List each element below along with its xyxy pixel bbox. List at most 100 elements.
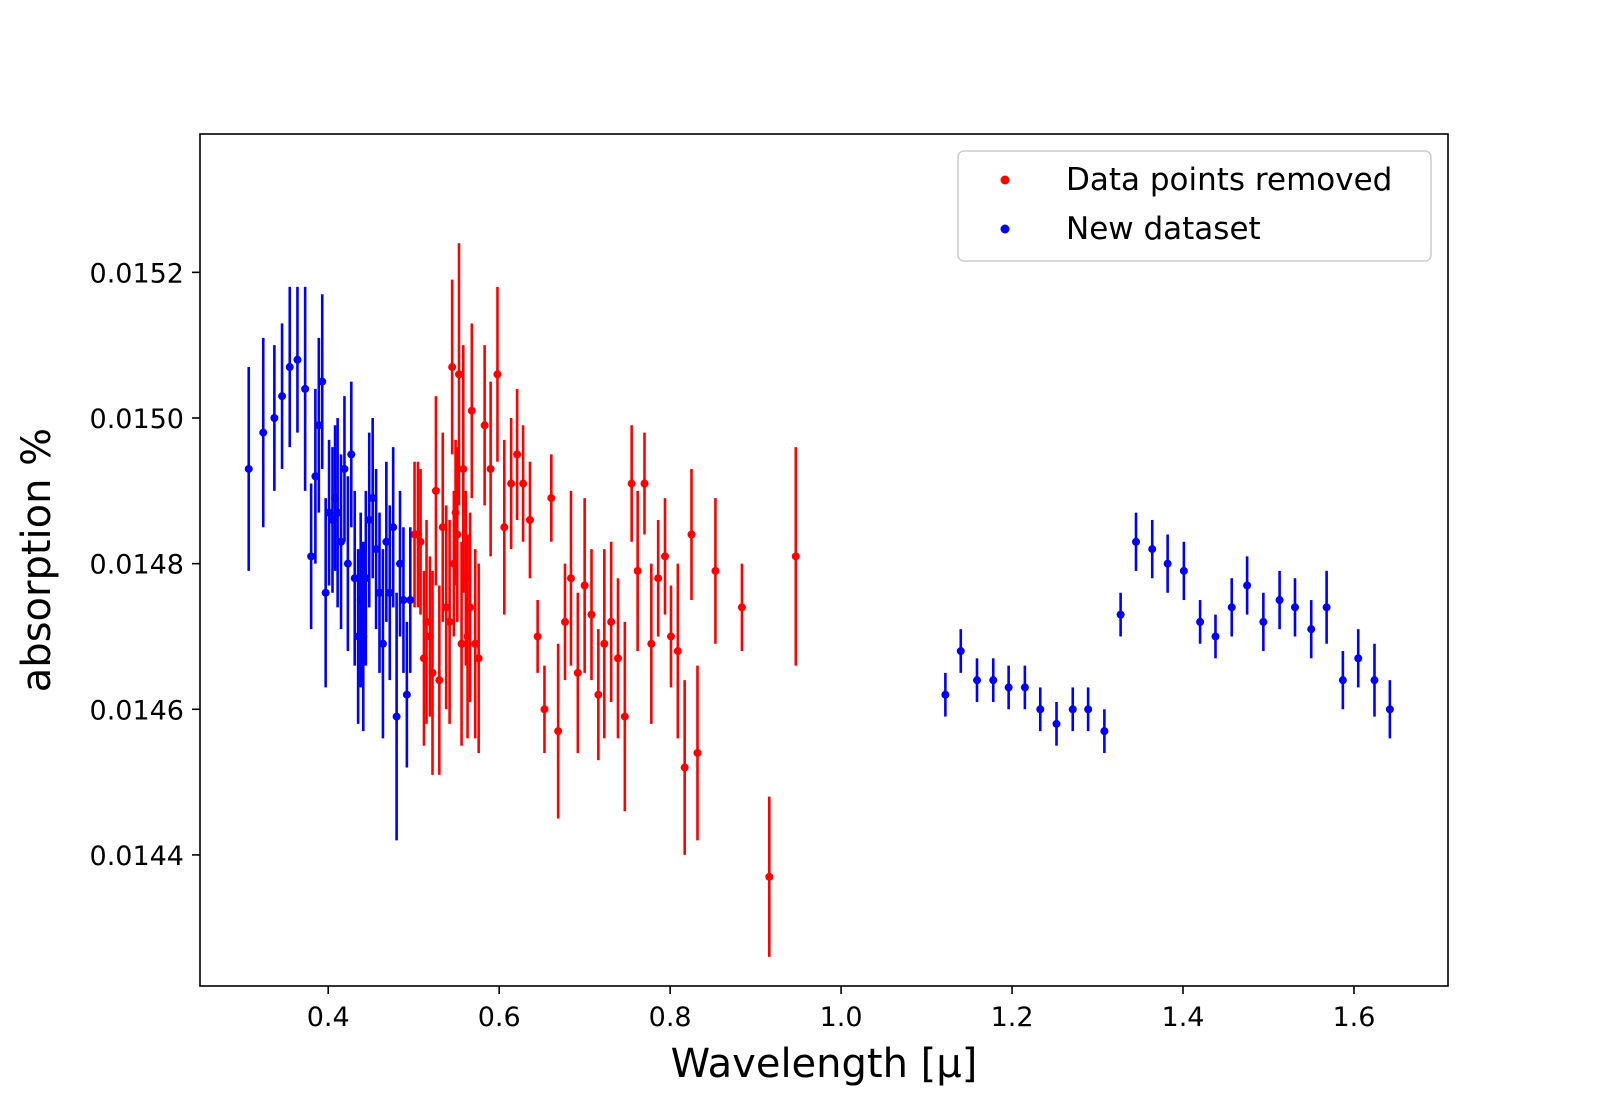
data-point xyxy=(1196,617,1205,626)
data-point xyxy=(594,690,603,699)
data-point xyxy=(607,617,616,626)
data-point xyxy=(587,610,596,619)
data-point xyxy=(385,588,394,597)
data-point xyxy=(989,676,998,685)
data-point xyxy=(1243,581,1252,590)
data-point xyxy=(507,479,516,488)
data-point xyxy=(533,632,542,641)
y-tick-label: 0.0146 xyxy=(90,695,184,726)
data-point xyxy=(378,639,387,648)
y-tick-label: 0.0150 xyxy=(90,404,184,435)
data-point xyxy=(1322,603,1331,612)
series-removed xyxy=(410,243,800,957)
legend-label-removed: Data points removed xyxy=(1066,162,1392,198)
x-tick-label: 0.4 xyxy=(307,1002,350,1033)
data-point xyxy=(435,676,444,685)
data-point xyxy=(285,363,294,372)
data-point xyxy=(525,515,534,524)
data-point xyxy=(956,647,965,656)
data-point xyxy=(445,617,454,626)
legend: Data points removed New dataset xyxy=(957,150,1432,262)
data-point xyxy=(1211,632,1220,641)
data-point xyxy=(347,450,356,459)
data-point xyxy=(474,654,483,663)
data-point xyxy=(573,668,582,677)
data-point xyxy=(513,450,522,459)
data-point xyxy=(1052,719,1061,728)
data-point xyxy=(580,581,589,590)
data-point xyxy=(343,559,352,568)
data-point xyxy=(1036,705,1045,714)
plot-background xyxy=(200,134,1448,986)
data-point xyxy=(1227,603,1236,612)
data-point xyxy=(1259,617,1268,626)
data-point xyxy=(560,617,569,626)
data-point xyxy=(654,574,663,583)
data-point xyxy=(1100,727,1109,736)
data-point xyxy=(540,705,549,714)
data-point xyxy=(453,530,462,539)
y-axis-ticks: 0.0144 0.0146 0.0148 0.0150 0.0152 xyxy=(90,258,200,872)
data-point xyxy=(438,523,447,532)
data-point xyxy=(314,421,323,430)
data-point xyxy=(466,603,475,612)
y-tick-label: 0.0148 xyxy=(90,550,184,581)
data-point xyxy=(365,515,374,524)
data-point xyxy=(448,363,457,372)
data-point xyxy=(1275,596,1284,605)
data-point xyxy=(1084,705,1093,714)
data-point xyxy=(554,727,563,736)
data-point xyxy=(647,639,656,648)
data-point xyxy=(673,647,682,656)
data-point xyxy=(1290,603,1299,612)
data-point xyxy=(399,596,408,605)
data-point xyxy=(402,690,411,699)
data-point xyxy=(350,574,359,583)
data-point xyxy=(389,523,398,532)
plot-frame xyxy=(199,133,1449,987)
data-point xyxy=(941,690,950,699)
x-tick-label: 1.0 xyxy=(820,1002,863,1033)
data-point xyxy=(791,552,800,561)
data-point xyxy=(467,406,476,415)
data-point xyxy=(486,464,495,473)
data-point xyxy=(1132,537,1140,546)
data-point xyxy=(382,537,391,546)
data-point xyxy=(318,377,327,386)
data-point xyxy=(1116,610,1125,619)
data-point xyxy=(973,676,982,685)
data-point xyxy=(406,596,415,605)
data-point xyxy=(1179,566,1188,575)
y-tick-label: 0.0152 xyxy=(90,258,184,289)
data-point xyxy=(333,508,342,517)
data-point xyxy=(416,537,425,546)
data-point xyxy=(600,639,609,648)
data-point xyxy=(493,370,502,379)
y-tick-label: 0.0144 xyxy=(90,841,184,872)
data-point xyxy=(1004,683,1013,692)
data-point xyxy=(459,464,468,473)
data-point xyxy=(375,588,384,597)
data-point xyxy=(431,486,440,495)
x-tick-label: 0.8 xyxy=(649,1002,692,1033)
data-point xyxy=(620,712,629,721)
data-point xyxy=(471,639,480,648)
data-point xyxy=(455,370,464,379)
data-point xyxy=(633,566,642,575)
data-point xyxy=(259,428,268,437)
legend-marker-new xyxy=(1000,224,1010,234)
legend-box xyxy=(957,150,1432,262)
data-point xyxy=(519,479,528,488)
data-point xyxy=(1163,559,1172,568)
data-point xyxy=(392,712,401,721)
x-tick-label: 1.6 xyxy=(1332,1002,1375,1033)
data-point xyxy=(244,464,253,473)
data-point xyxy=(711,566,720,575)
data-point xyxy=(428,668,437,677)
data-point xyxy=(307,552,316,561)
data-point xyxy=(457,639,466,648)
data-point xyxy=(1020,683,1029,692)
data-point xyxy=(480,421,489,430)
data-point xyxy=(547,494,556,503)
